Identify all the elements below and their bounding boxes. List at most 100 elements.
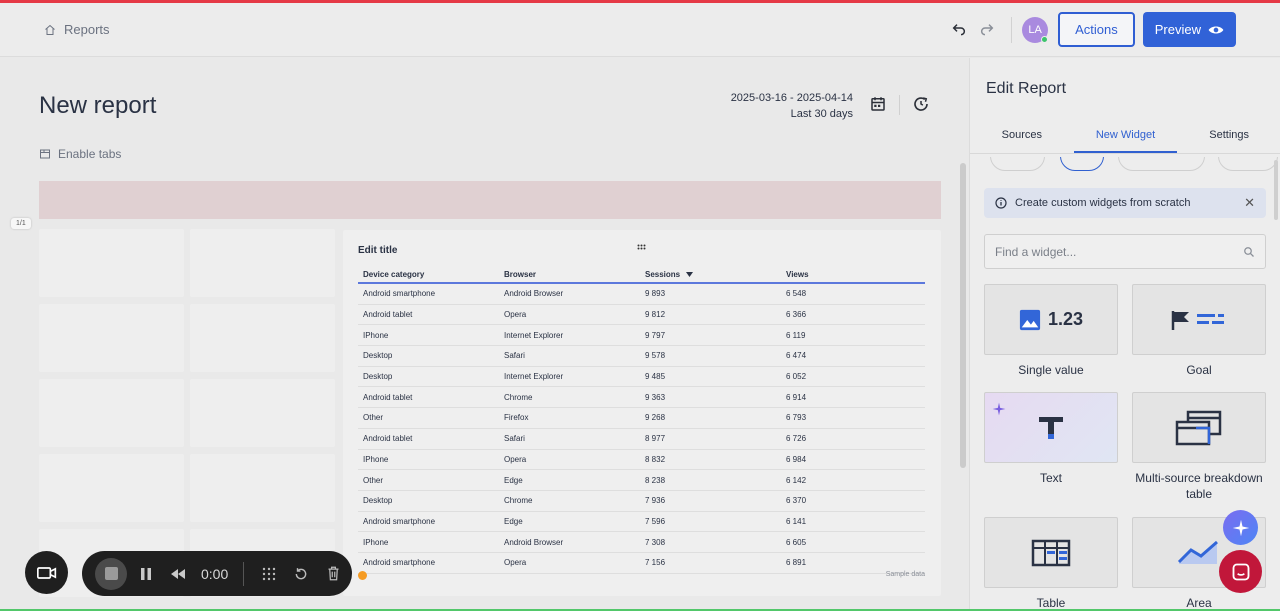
table-cell: 6 052	[786, 372, 807, 382]
table-cell: 7 596	[645, 516, 666, 526]
close-icon[interactable]: ✕	[1244, 195, 1255, 210]
header-actions: LA Actions Preview	[945, 12, 1236, 47]
table-body: Android smartphone Android Browser 9 893 6 …	[358, 284, 925, 574]
chat-support-button[interactable]	[1219, 550, 1262, 593]
table-row: Other Firefox 9 268 6 793	[358, 408, 925, 429]
delete-button[interactable]	[320, 566, 346, 581]
search-icon	[1244, 246, 1254, 257]
tab-sources[interactable]: Sources	[1001, 129, 1043, 141]
info-icon	[995, 197, 1007, 209]
preview-label: Preview	[1154, 22, 1201, 37]
ai-assistant-button[interactable]	[1223, 510, 1258, 545]
grid-button[interactable]	[256, 567, 282, 581]
drop-zone-highlight	[39, 181, 941, 219]
restart-button[interactable]	[288, 567, 314, 581]
calendar-button[interactable]	[869, 95, 887, 118]
info-text: Create custom widgets from scratch	[1015, 197, 1191, 209]
table-row: Desktop Internet Explorer 9 485 6 052	[358, 367, 925, 388]
date-range: 2025-03-16 - 2025-04-14	[730, 92, 853, 104]
redo-button[interactable]	[973, 16, 1001, 44]
table-cell: Chrome	[504, 496, 533, 506]
column-header-label: Sessions	[645, 269, 681, 279]
table-cell: 7 936	[645, 496, 666, 506]
fire-icon	[358, 571, 367, 580]
refresh-clock-icon	[914, 97, 928, 111]
table-cell: Android smartphone	[363, 289, 436, 299]
page-title[interactable]: New report	[39, 92, 157, 119]
table-cell: 9 485	[645, 372, 666, 382]
actions-button[interactable]: Actions	[1058, 12, 1135, 47]
table-widget[interactable]: Edit title Device category Browser Sessi…	[343, 230, 941, 596]
search-placeholder: Find a widget...	[995, 244, 1077, 259]
table-row: Desktop Safari 9 578 6 474	[358, 346, 925, 367]
widget-card-single-value[interactable]: 1.23	[984, 284, 1118, 355]
breadcrumb[interactable]: Reports	[44, 22, 110, 37]
tab-new-widget[interactable]: New Widget	[1073, 128, 1178, 153]
pause-button[interactable]	[133, 567, 159, 581]
sort-desc-icon	[686, 271, 694, 277]
dots-grid-icon	[262, 567, 276, 580]
grid-placeholder	[190, 379, 335, 447]
stop-button[interactable]	[95, 557, 127, 590]
camera-button[interactable]	[25, 551, 68, 594]
table-row: Android tablet Chrome 9 363 6 914	[358, 387, 925, 409]
table-cell: 6 891	[786, 558, 807, 568]
table-cell: Firefox	[504, 413, 529, 423]
refresh-button[interactable]	[912, 95, 930, 118]
pause-icon	[141, 567, 151, 580]
avatar[interactable]: LA	[1022, 16, 1049, 43]
goal-flag-icon	[1171, 310, 1224, 330]
table-row: IPhone Android Browser 7 308 6 605	[358, 532, 925, 553]
tab-settings[interactable]: Settings	[1209, 129, 1250, 141]
breadcrumb-reports[interactable]: Reports	[64, 22, 110, 37]
table-cell: Safari	[504, 434, 525, 444]
preview-button[interactable]: Preview	[1142, 12, 1236, 47]
online-status-dot	[1041, 35, 1049, 43]
grid-placeholder	[39, 379, 184, 447]
widget-card-goal[interactable]	[1132, 284, 1266, 355]
data-table: Device category Browser Sessions Views A…	[358, 266, 925, 574]
category-pill[interactable]	[1118, 157, 1205, 171]
rewind-button[interactable]	[165, 568, 191, 580]
bottom-accent-bar	[0, 609, 1280, 611]
panel-title: Edit Report	[986, 80, 1067, 97]
column-header[interactable]: Device category	[363, 269, 425, 279]
drag-handle[interactable]	[637, 237, 646, 255]
widget-label: Goal	[1186, 363, 1212, 377]
category-pill-active[interactable]	[1060, 157, 1104, 171]
column-header[interactable]: Views	[786, 269, 809, 279]
restart-icon	[295, 567, 307, 579]
table-cell: 6 474	[786, 351, 807, 361]
date-divider	[899, 95, 900, 115]
enable-tabs-toggle[interactable]: Enable tabs	[39, 147, 121, 161]
table-header: Device category Browser Sessions Views	[358, 266, 925, 284]
table-cell: 7 156	[645, 558, 666, 568]
panel-scrollbar[interactable]	[1274, 160, 1278, 220]
category-pill[interactable]	[1218, 157, 1278, 171]
table-cell: 6 914	[786, 392, 807, 402]
widget-search-input[interactable]: Find a widget...	[984, 234, 1266, 269]
widget-card-multi-source[interactable]	[1132, 392, 1266, 463]
category-pill[interactable]	[990, 157, 1045, 171]
table-row: Android smartphone Opera 7 156 6 891	[358, 553, 925, 574]
widget-title[interactable]: Edit title	[358, 245, 398, 256]
table-row: Android tablet Safari 8 977 6 726	[358, 429, 925, 450]
table-row: Desktop Chrome 7 936 6 370	[358, 491, 925, 512]
area-chart-icon	[1177, 540, 1218, 564]
toolbar-divider	[243, 561, 244, 586]
column-header-sorted[interactable]: Sessions	[640, 270, 781, 279]
widget-card-table[interactable]	[984, 517, 1118, 588]
widget-card-text[interactable]	[984, 392, 1118, 463]
table-cell: 6 548	[786, 289, 807, 299]
table-cell: Internet Explorer	[504, 330, 564, 340]
date-range-display[interactable]: 2025-03-16 - 2025-04-14 Last 30 days	[731, 90, 853, 122]
eye-icon	[1208, 26, 1224, 33]
canvas-scrollbar[interactable]	[960, 163, 966, 468]
table-cell: Android smartphone	[363, 558, 436, 568]
column-header[interactable]: Browser	[504, 269, 537, 279]
undo-button[interactable]	[945, 16, 973, 44]
chat-icon	[1232, 563, 1249, 580]
sample-data-label: Sample data	[885, 571, 925, 578]
table-cell: Opera	[504, 454, 527, 464]
table-cell: Edge	[504, 516, 523, 526]
